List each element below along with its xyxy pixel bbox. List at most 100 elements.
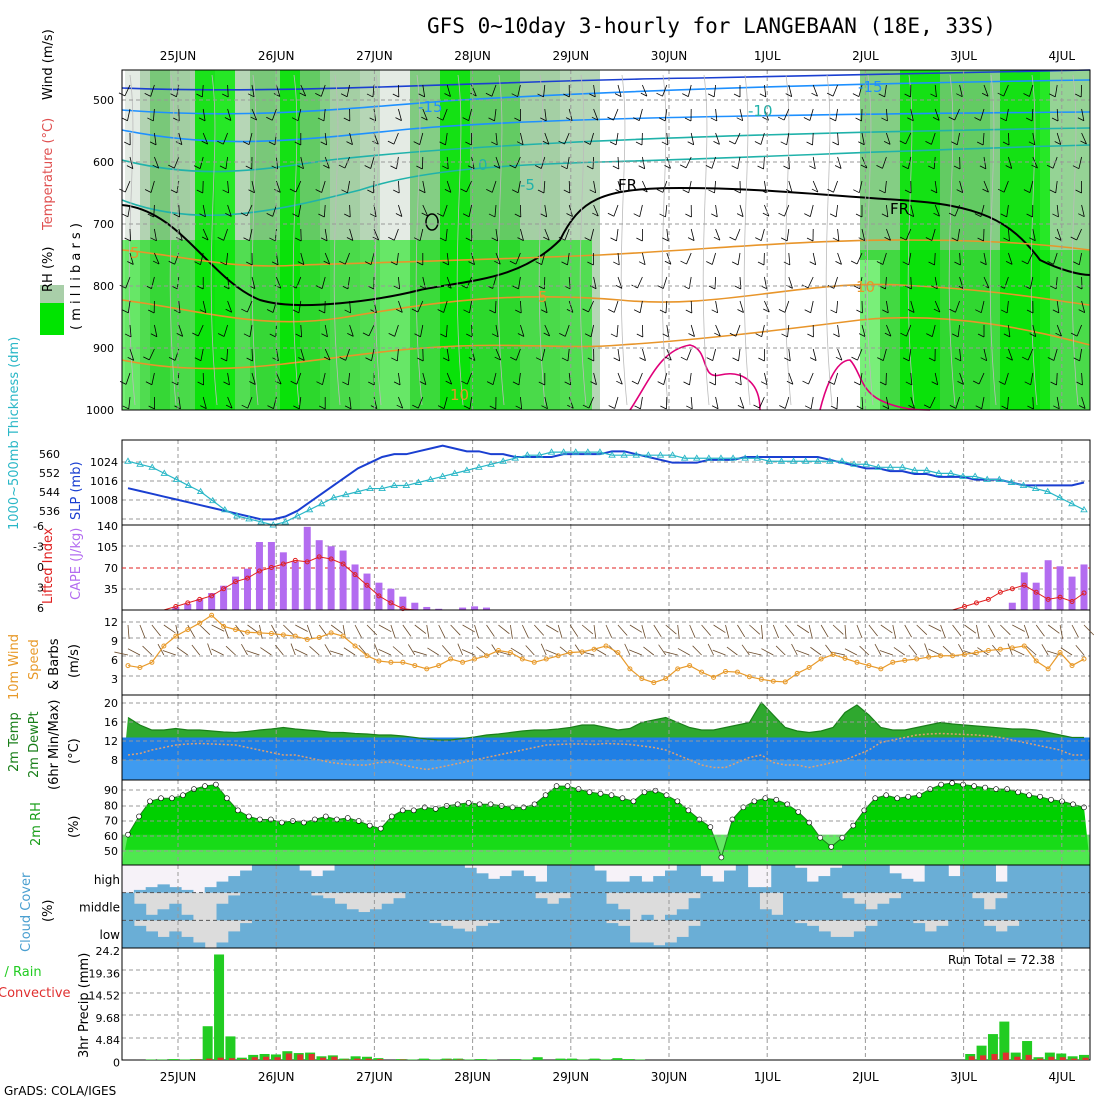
pressure-tick: 700 — [93, 218, 114, 231]
wind10-barb — [879, 650, 893, 656]
wind-barb-flag — [468, 357, 476, 361]
wind-barb — [954, 204, 960, 217]
date-label-top: 28JUN — [454, 49, 491, 63]
wind-barb-flag — [121, 117, 128, 122]
wind-barb — [295, 180, 302, 193]
thickness-marker — [692, 454, 701, 461]
wind-barb-flag — [833, 333, 840, 338]
wind-barb — [393, 228, 399, 241]
wind-barb — [809, 108, 814, 121]
cloud-bar-middle — [228, 895, 241, 921]
temperature-contour — [121, 79, 1091, 115]
wind-barb — [764, 372, 768, 385]
wind-barb — [859, 372, 863, 385]
thickness-marker — [1068, 499, 1076, 507]
wind10-marker — [149, 659, 155, 665]
cloud-bar-low — [417, 920, 430, 948]
wind-barb — [934, 300, 941, 313]
rh-marker — [597, 790, 604, 797]
wind-barb — [688, 180, 692, 193]
cape-bar — [339, 550, 347, 610]
wind-barb-flag — [780, 141, 787, 146]
wind-barb-flag — [266, 309, 274, 313]
cloud-bar-high — [1078, 865, 1091, 893]
wind-barb — [468, 204, 472, 217]
wind-barb-flag — [680, 356, 688, 361]
wind-barb — [370, 156, 375, 169]
wind-barb-flag — [1031, 164, 1038, 169]
wind-barb — [154, 132, 157, 145]
precip-tick: 19.36 — [89, 967, 121, 980]
rh-contour — [907, 74, 915, 406]
wind-barb-flag — [317, 117, 325, 122]
wind-barb-flag — [168, 164, 175, 169]
wind-barb-flag — [736, 213, 744, 217]
rh-contour — [538, 74, 546, 406]
wind10-barb — [211, 648, 224, 656]
wind-barb-flag — [679, 164, 687, 169]
wind-barb-flag — [707, 93, 715, 98]
rh-marker — [366, 822, 373, 829]
wind-barb — [124, 84, 131, 97]
wind-barb-flag — [436, 116, 444, 121]
thickness-marker — [971, 472, 979, 479]
cloud-bar-high — [405, 865, 418, 893]
wind-barb-flag — [832, 141, 839, 146]
wind-barb-flag — [566, 213, 573, 217]
wind-barb-flag — [977, 333, 985, 338]
wind-barb-flag — [247, 93, 255, 98]
wind10-barb — [832, 624, 844, 635]
wind10-marker — [1081, 656, 1087, 662]
cloud-bar-high — [912, 881, 926, 893]
wind-barb-flag — [582, 308, 589, 313]
precip-convective-bar — [228, 1058, 235, 1060]
wind-barb — [347, 180, 350, 193]
precip-total-bar — [350, 1056, 361, 1060]
wind-barb-flag — [323, 260, 330, 265]
wind10-barb — [324, 644, 332, 656]
wind-barb — [249, 324, 253, 337]
wind-barb — [980, 108, 985, 121]
wind10-marker — [507, 650, 513, 655]
wind-barb — [1027, 348, 1034, 361]
wind-barb-flag — [241, 308, 248, 313]
cloud-bar-middle — [665, 914, 678, 921]
rh-contour — [579, 74, 587, 406]
wind-barb — [739, 204, 744, 217]
precip-convective-bar — [251, 1057, 258, 1060]
cloud-bar-middle — [995, 898, 1008, 921]
wind-barb — [737, 156, 741, 169]
wind-barb — [349, 228, 354, 241]
cloud-bar-middle — [346, 909, 359, 921]
wind-barb-flag — [777, 116, 785, 121]
wind-barb — [446, 276, 452, 289]
li-marker — [1057, 594, 1063, 600]
wind-barb — [225, 252, 228, 265]
wind-barb — [739, 108, 744, 121]
wind-barb — [568, 372, 572, 385]
date-label-top: 1JUL — [754, 49, 781, 63]
thickness-tick: 552 — [39, 467, 60, 480]
wind-barb-flag — [219, 165, 227, 170]
wind-barb-flag — [877, 357, 884, 361]
rh-tick: 60 — [104, 830, 118, 843]
wind10-marker — [256, 630, 262, 636]
wind-barb-flag — [781, 333, 788, 338]
wind10-marker — [1009, 645, 1015, 651]
wind-barb-flag — [907, 117, 914, 122]
wind-barb-flag — [295, 333, 302, 338]
wind-barb — [715, 132, 720, 145]
wind-barb-flag — [217, 140, 224, 145]
wind10-barb — [260, 647, 272, 656]
wind-barb-flag — [997, 92, 1004, 97]
cloud-bar-middle — [487, 892, 501, 921]
wind-barb-flag — [344, 309, 351, 314]
wind-barb-flag — [687, 237, 695, 242]
cloud-bar-low — [287, 920, 300, 948]
wind-barb — [446, 84, 451, 97]
wind-barb-flag — [735, 381, 742, 386]
wind-barb-flag — [664, 165, 671, 169]
wind-barb-flag — [1029, 237, 1036, 242]
li-marker — [997, 589, 1003, 595]
wind-barb-flag — [778, 212, 785, 217]
